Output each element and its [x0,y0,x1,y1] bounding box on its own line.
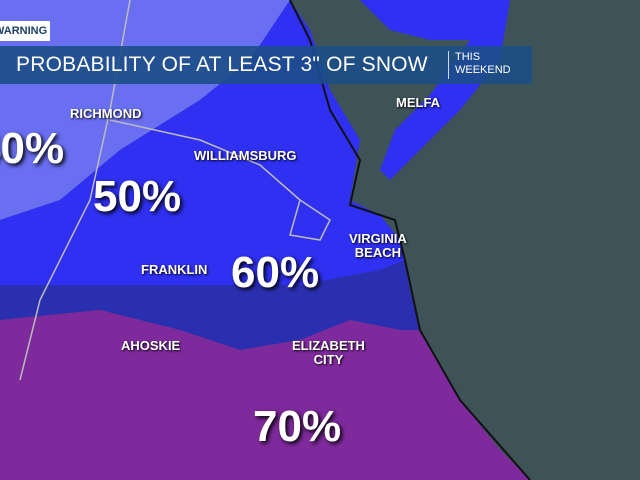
timeframe-line-2: WEEKEND [455,64,511,76]
map-title: PROBABILITY OF AT LEAST 3" OF SNOW [16,53,428,76]
city-franklin: FRANKLIN [141,262,208,277]
city-williamsburg: WILLIAMSBURG [194,148,297,163]
city-ahoskie: AHOSKIE [121,338,181,353]
banner-divider [448,51,449,79]
probability-label-west: 40% [0,124,65,173]
city-elizabeth-city: ELIZABETH CITY [292,338,365,367]
title-banner: PROBABILITY OF AT LEAST 3" OF SNOW THIS … [0,46,532,84]
city-virginia-beach: VIRGINIA BEACH [349,231,407,260]
probability-label-60: 60% [231,248,320,297]
timeframe-label: THIS WEEKEND [455,51,511,77]
probability-label-70: 70% [253,402,342,451]
land-region-70 [0,310,530,480]
timeframe-line-1: THIS [455,51,481,63]
probability-label-50: 50% [93,172,182,221]
eastern-shore [360,0,510,180]
city-richmond: RICHMOND [70,106,142,121]
city-melfa: MELFA [396,95,441,110]
land-region-60 [0,260,420,350]
warning-tag: WARNING [0,21,50,41]
